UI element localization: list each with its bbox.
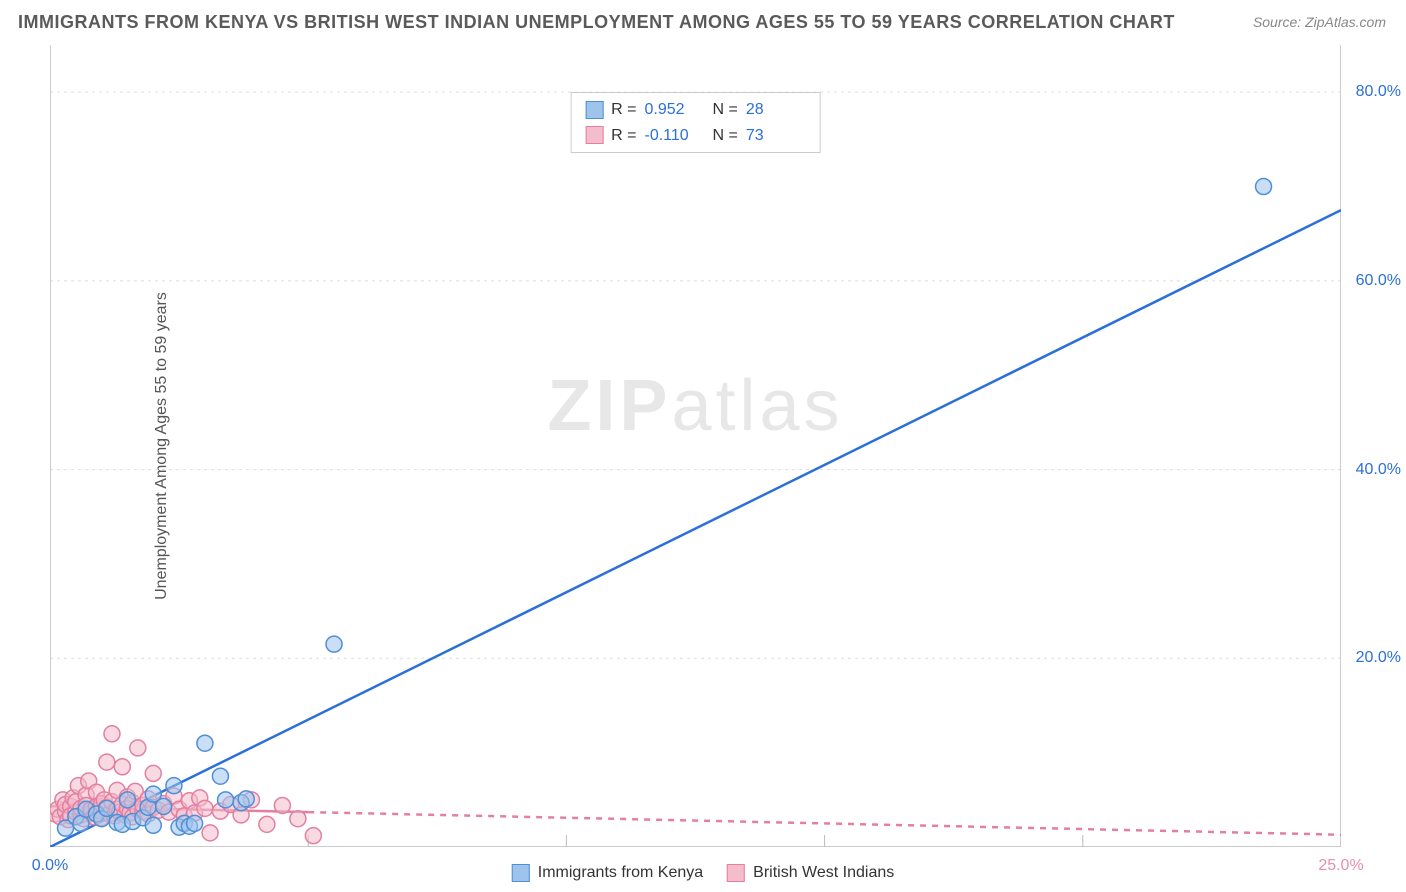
r-value-kenya: 0.952 (645, 97, 705, 123)
y-tick-label: 80.0% (1356, 83, 1401, 101)
y-tick-label: 20.0% (1356, 649, 1401, 667)
x-tick-label-max: 25.0% (1318, 857, 1363, 875)
correlation-legend: R = 0.952 N = 28 R = -0.110 N = 73 (570, 92, 821, 153)
source-attribution: Source: ZipAtlas.com (1253, 14, 1386, 30)
swatch-kenya (585, 101, 603, 119)
legend-item-bwi: British West Indians (727, 864, 894, 882)
n-value-bwi: 73 (746, 123, 806, 149)
x-tick-label-min: 0.0% (32, 857, 68, 875)
swatch-bwi (727, 864, 745, 882)
swatch-bwi (585, 126, 603, 144)
n-label: N = (713, 97, 738, 123)
r-label: R = (611, 97, 636, 123)
y-tick-label: 40.0% (1356, 461, 1401, 479)
series-legend: Immigrants from Kenya British West India… (512, 864, 894, 882)
y-tick-label: 60.0% (1356, 272, 1401, 290)
legend-row-kenya: R = 0.952 N = 28 (585, 97, 806, 123)
legend-label-kenya: Immigrants from Kenya (538, 864, 703, 882)
legend-row-bwi: R = -0.110 N = 73 (585, 123, 806, 149)
plot-area: ZIPatlas 20.0%40.0%60.0%80.0% 0.0%25.0% … (50, 45, 1341, 847)
scatter-chart (50, 45, 1341, 847)
legend-item-kenya: Immigrants from Kenya (512, 864, 703, 882)
chart-title: IMMIGRANTS FROM KENYA VS BRITISH WEST IN… (18, 12, 1175, 33)
r-label: R = (611, 123, 636, 149)
n-value-kenya: 28 (746, 97, 806, 123)
legend-label-bwi: British West Indians (753, 864, 894, 882)
n-label: N = (713, 123, 738, 149)
r-value-bwi: -0.110 (645, 123, 705, 149)
swatch-kenya (512, 864, 530, 882)
